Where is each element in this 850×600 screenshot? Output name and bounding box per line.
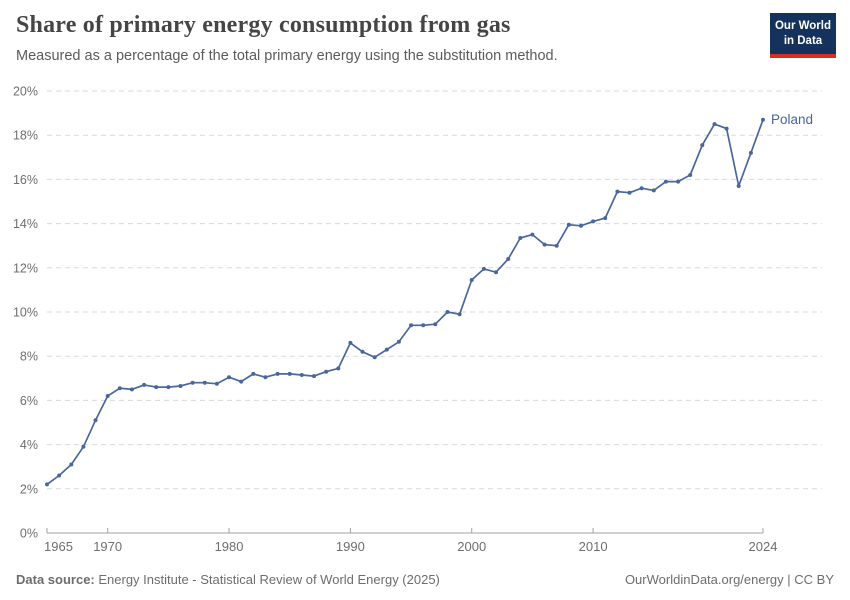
data-point[interactable] <box>469 278 474 282</box>
data-point[interactable] <box>227 375 231 380</box>
chart-subtitle: Measured as a percentage of the total pr… <box>16 48 558 64</box>
data-point[interactable] <box>494 270 498 275</box>
data-point[interactable] <box>129 387 134 392</box>
y-axis-tick-label: 0% <box>20 527 38 541</box>
data-point[interactable] <box>748 150 753 155</box>
x-axis-tick-label: 1980 <box>215 539 244 554</box>
data-point[interactable] <box>615 189 620 194</box>
data-point[interactable] <box>445 310 450 314</box>
series-entity-label: Poland <box>771 112 813 127</box>
y-axis-tick-label: 6% <box>20 394 38 408</box>
data-point[interactable] <box>651 188 656 193</box>
owid-logo-red-bar <box>770 53 836 58</box>
chart-header: Share of primary energy consumption from… <box>16 12 740 64</box>
owid-logo-text: Our World in Data <box>770 13 836 54</box>
data-point[interactable] <box>348 340 353 345</box>
data-point[interactable] <box>566 222 571 227</box>
data-point[interactable] <box>554 243 559 248</box>
chart-footer: Data source: Energy Institute - Statisti… <box>16 572 834 587</box>
owid-credit-link[interactable]: OurWorldinData.org/energy | CC BY <box>624 572 834 587</box>
data-point[interactable] <box>736 184 741 188</box>
y-axis-tick-label: 12% <box>13 261 38 275</box>
chart-title: Share of primary energy consumption from… <box>16 12 511 38</box>
y-axis-tick-label: 16% <box>13 173 38 187</box>
y-axis-tick-label: 2% <box>20 482 38 496</box>
data-point[interactable] <box>579 223 583 228</box>
data-point[interactable] <box>530 232 535 237</box>
data-point[interactable] <box>214 381 219 386</box>
data-point[interactable] <box>663 179 668 184</box>
data-point[interactable] <box>457 312 462 317</box>
data-point[interactable] <box>372 355 377 360</box>
data-point[interactable] <box>166 385 171 390</box>
data-point[interactable] <box>676 179 681 184</box>
y-axis-tick-label: 20% <box>13 85 38 99</box>
data-point[interactable] <box>251 371 256 376</box>
data-point[interactable] <box>481 266 486 271</box>
data-point[interactable] <box>603 216 608 221</box>
x-axis-tick-label: 1990 <box>336 539 365 554</box>
x-axis-tick-label: 2024 <box>749 539 778 554</box>
data-point[interactable] <box>506 257 511 261</box>
data-point[interactable] <box>639 186 644 191</box>
data-point[interactable] <box>700 143 705 148</box>
data-point[interactable] <box>591 219 596 224</box>
data-point[interactable] <box>518 236 523 240</box>
data-point[interactable] <box>287 371 292 376</box>
data-point[interactable] <box>409 323 414 328</box>
data-point[interactable] <box>202 380 207 385</box>
y-axis-tick-label: 4% <box>20 438 38 452</box>
data-point[interactable] <box>324 369 329 374</box>
data-line-poland[interactable] <box>46 118 764 486</box>
data-source-label: Data source: <box>16 572 95 587</box>
y-axis-tick-label: 10% <box>13 306 38 320</box>
data-point[interactable] <box>69 462 74 467</box>
data-point[interactable] <box>299 373 304 377</box>
data-point[interactable] <box>57 473 62 478</box>
x-axis-tick-label: 1965 <box>44 539 73 554</box>
data-point[interactable] <box>627 190 632 195</box>
data-point[interactable] <box>724 126 729 131</box>
data-point[interactable] <box>421 323 426 328</box>
line-chart-canvas[interactable]: 0% 2% 4% 6% 8% 10% 12% 14% 16% 18% 20% 1965 1970 1980… <box>0 0 850 566</box>
data-source-text: Energy Institute - Statistical Review of… <box>94 572 440 587</box>
data-point[interactable] <box>93 418 98 423</box>
data-point[interactable] <box>239 379 244 384</box>
data-point[interactable] <box>81 444 86 449</box>
data-point[interactable] <box>712 122 717 127</box>
data-point[interactable] <box>142 382 147 387</box>
data-source-note: Data source: Energy Institute - Statisti… <box>16 572 440 587</box>
data-point[interactable] <box>688 173 693 177</box>
data-point[interactable] <box>384 347 389 352</box>
data-point[interactable] <box>312 374 316 379</box>
owid-logo[interactable]: Our World in Data <box>770 13 836 58</box>
x-axis-tick-label: 2010 <box>579 539 608 554</box>
data-point[interactable] <box>433 322 438 327</box>
data-point[interactable] <box>190 380 195 385</box>
data-point[interactable] <box>761 117 765 122</box>
x-axis-tick-label: 1970 <box>93 539 122 554</box>
data-point[interactable] <box>45 482 49 487</box>
y-axis-tick-label: 8% <box>20 350 38 364</box>
data-point[interactable] <box>360 349 365 354</box>
data-point[interactable] <box>275 371 280 376</box>
data-point[interactable] <box>178 384 183 388</box>
y-axis-tick-label: 18% <box>13 129 38 143</box>
data-point[interactable] <box>154 385 159 390</box>
data-point[interactable] <box>396 339 401 344</box>
data-point[interactable] <box>117 386 122 391</box>
y-axis-tick-label: 14% <box>13 217 38 231</box>
data-point[interactable] <box>542 242 547 247</box>
data-point[interactable] <box>336 366 341 371</box>
data-point[interactable] <box>105 394 110 398</box>
data-point[interactable] <box>263 375 268 380</box>
x-axis-tick-label: 2000 <box>457 539 486 554</box>
